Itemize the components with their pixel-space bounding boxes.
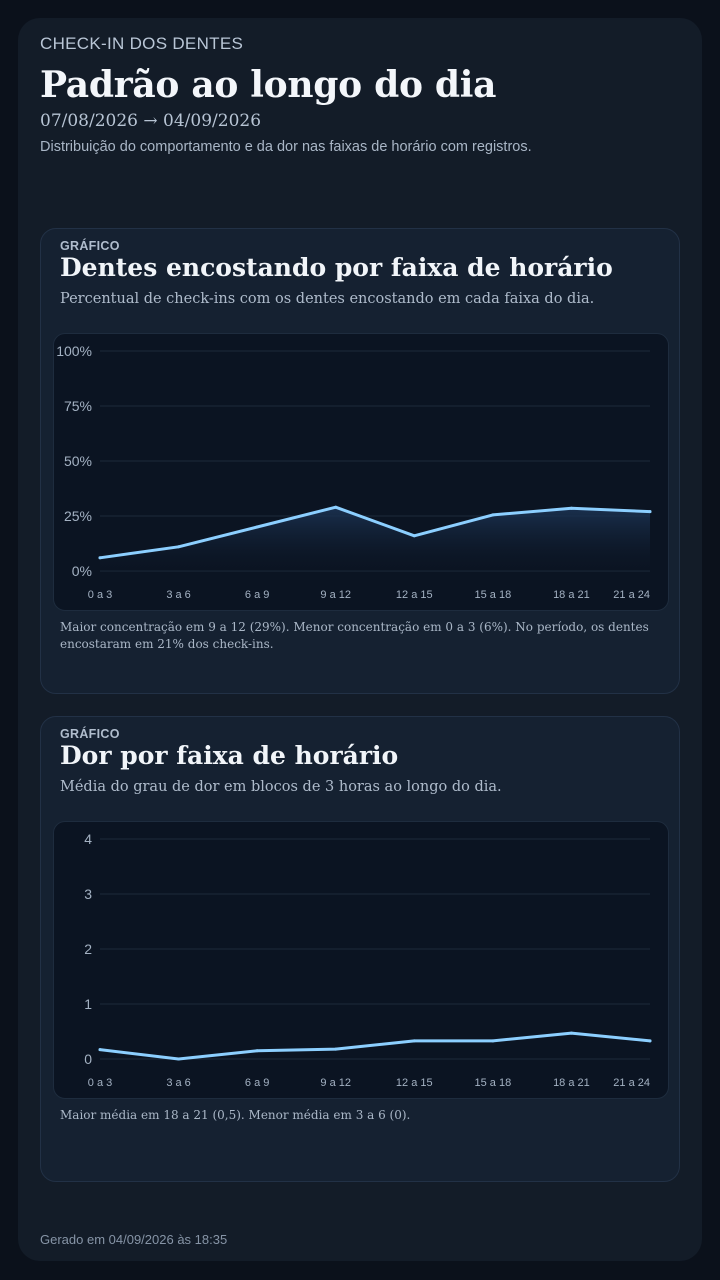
x-tick-label: 21 a 24 (613, 589, 650, 601)
x-tick-label: 9 a 12 (320, 589, 351, 601)
card-title: Dor por faixa de horário (60, 741, 399, 770)
data-point (412, 1039, 416, 1043)
data-point (98, 556, 102, 560)
data-point (177, 1057, 181, 1061)
data-point (569, 506, 573, 510)
data-point (569, 1031, 573, 1035)
chart-card-pain: GRÁFICO Dor por faixa de horário Média d… (40, 716, 680, 1182)
data-point (98, 1048, 102, 1052)
y-tick-label: 75% (64, 398, 92, 414)
card-title: Dentes encostando por faixa de horário (60, 253, 613, 282)
y-tick-label: 25% (64, 508, 92, 524)
data-point (334, 1047, 338, 1051)
x-tick-label: 3 a 6 (166, 1077, 190, 1089)
y-tick-label: 2 (84, 941, 92, 957)
data-point (491, 513, 495, 517)
card-kicker: GRÁFICO (60, 727, 120, 741)
card-subtitle: Média do grau de dor em blocos de 3 hora… (60, 779, 502, 795)
data-point (334, 505, 338, 509)
data-point (491, 1039, 495, 1043)
pain-chart-svg: 0 1 2 3 4 0 a 3 3 a 6 6 a 9 9 a 12 12 a 15 15 a 18… (84, 831, 652, 1089)
x-tick-label: 12 a 15 (396, 1077, 433, 1089)
y-tick-label: 1 (84, 996, 92, 1012)
teeth-chart-svg: 0% 25% 50% 75% 100% 0 a 3 3 a 6 6 a 9 9 a 12 12 a… (56, 343, 652, 601)
generated-timestamp: Gerado em 04/09/2026 às 18:35 (40, 1232, 228, 1247)
x-tick-label: 0 a 3 (88, 589, 112, 601)
x-tick-label: 6 a 9 (245, 1077, 269, 1089)
y-tick-label: 4 (84, 831, 92, 847)
y-tick-label: 3 (84, 886, 92, 902)
x-tick-label: 12 a 15 (396, 589, 433, 601)
report-eyebrow: CHECK-IN DOS DENTES (40, 34, 244, 53)
data-point (648, 1039, 652, 1043)
data-point (177, 545, 181, 549)
y-tick-label: 100% (56, 343, 92, 359)
data-point (412, 534, 416, 538)
x-tick-label: 15 a 18 (475, 1077, 512, 1089)
chart-plot-pain: 0 1 2 3 4 0 a 3 3 a 6 6 a 9 9 a 12 12 a 15 15 a 18… (53, 821, 669, 1099)
chart-card-teeth: GRÁFICO Dentes encostando por faixa de h… (40, 228, 680, 694)
data-point (255, 525, 259, 529)
y-tick-label: 50% (64, 453, 92, 469)
y-tick-label: 0% (72, 563, 92, 579)
x-tick-label: 9 a 12 (320, 1077, 351, 1089)
series-line (98, 505, 652, 560)
x-tick-label: 15 a 18 (475, 589, 512, 601)
x-tick-label: 3 a 6 (166, 589, 190, 601)
chart-note: Maior média em 18 a 21 (0,5). Menor médi… (60, 1108, 411, 1122)
date-range: 07/08/2026 → 04/09/2026 (40, 111, 262, 131)
x-tick-label: 0 a 3 (88, 1077, 112, 1089)
card-subtitle: Percentual de check-ins com os dentes en… (60, 291, 595, 307)
report-panel: CHECK-IN DOS DENTES Padrão ao longo do d… (18, 18, 702, 1261)
data-point (255, 1049, 259, 1053)
card-kicker: GRÁFICO (60, 239, 120, 253)
chart-note: Maior concentração em 9 a 12 (29%). Meno… (60, 620, 649, 651)
y-tick-label: 0 (84, 1051, 92, 1067)
chart-plot-teeth: 0% 25% 50% 75% 100% 0 a 3 3 a 6 6 a 9 9 a 12 12 a… (53, 333, 669, 611)
x-tick-label: 6 a 9 (245, 589, 269, 601)
x-tick-label: 18 a 21 (553, 589, 590, 601)
page-description: Distribuição do comportamento e da dor n… (40, 139, 532, 155)
data-point (648, 510, 652, 514)
x-tick-label: 18 a 21 (553, 1077, 590, 1089)
page-title: Padrão ao longo do dia (40, 64, 497, 106)
series-area (100, 507, 650, 571)
x-tick-label: 21 a 24 (613, 1077, 650, 1089)
series-line (98, 1031, 652, 1061)
